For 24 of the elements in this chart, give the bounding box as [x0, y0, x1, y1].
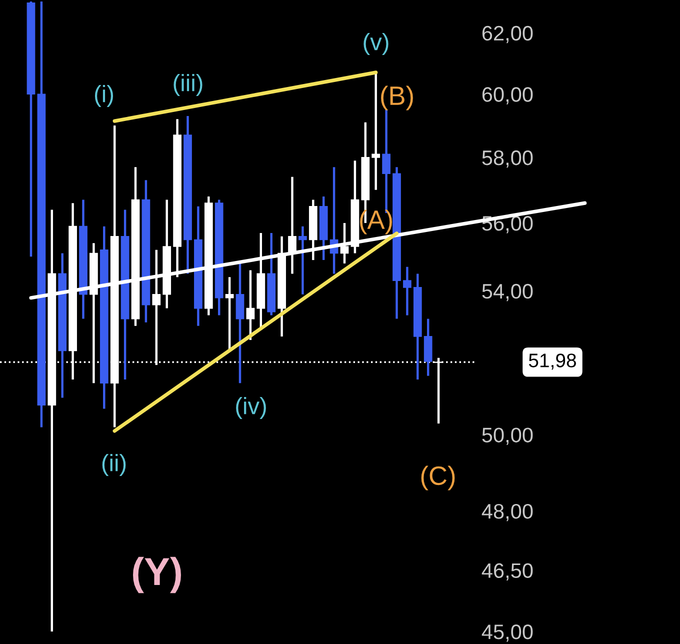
y-tick-label: 45,00: [482, 624, 533, 642]
y-tick-label: 48,00: [482, 504, 533, 522]
y-tick-label: 58,00: [482, 150, 533, 168]
annotation: (i): [94, 84, 114, 107]
annotation: (C): [421, 466, 455, 490]
candlestick: [340, 222, 349, 265]
y-tick-label: 50,00: [482, 428, 533, 445]
candlestick: [403, 266, 412, 316]
candlestick: [298, 225, 307, 296]
y-tick-label: 62,00: [482, 26, 533, 44]
annotation: (A): [360, 210, 392, 234]
y-tick-label: 54,00: [482, 284, 533, 302]
annotation: (v): [364, 32, 388, 55]
annotation: (Y): [133, 556, 181, 594]
candlestick: [225, 276, 234, 352]
y-tick-label: 60,00: [482, 87, 533, 104]
candlestick: [246, 269, 255, 342]
annotation: (iii): [174, 74, 202, 96]
annotation: (B): [381, 86, 413, 110]
candlestick: [372, 71, 380, 192]
annotation: (iv): [236, 396, 266, 419]
y-tick-label: 46,50: [482, 563, 533, 580]
ref-line-label: 51,98: [528, 354, 576, 370]
annotation: (ii): [102, 454, 126, 476]
